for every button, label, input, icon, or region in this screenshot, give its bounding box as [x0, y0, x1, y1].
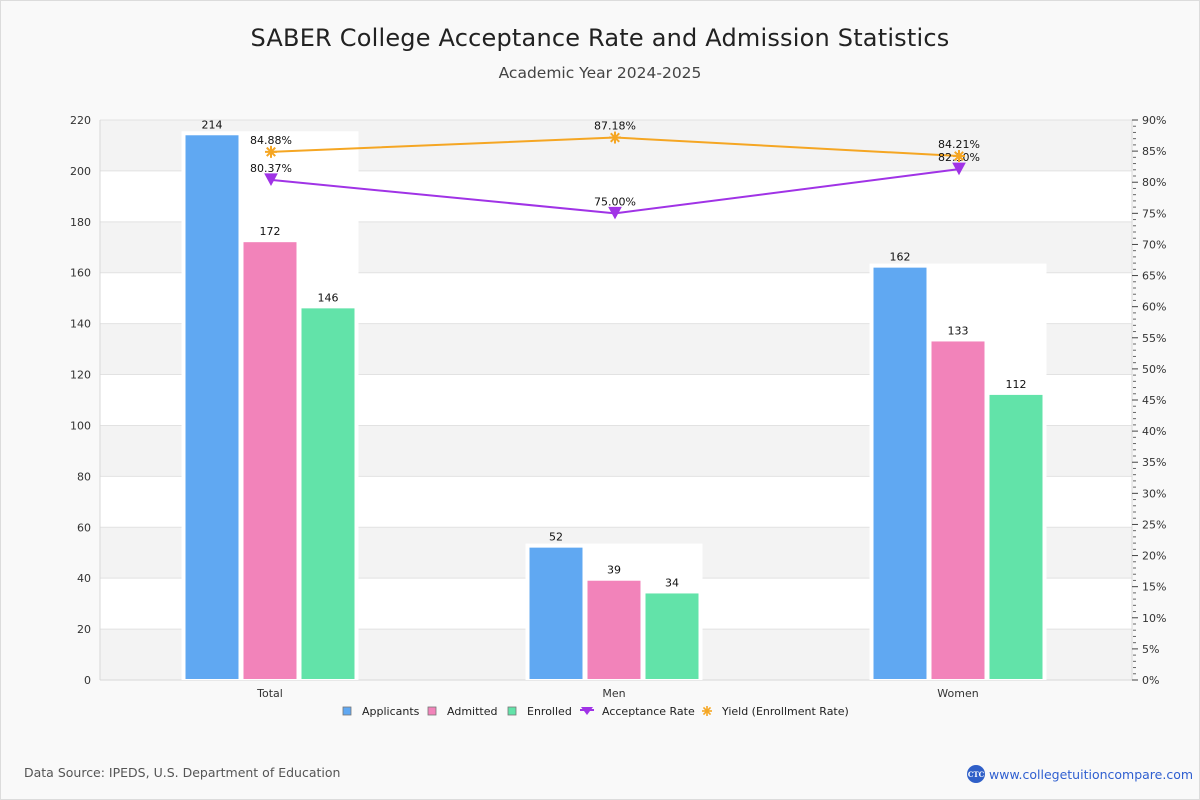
legend-label: Acceptance Rate	[602, 705, 695, 718]
y-right-tick-label: 45%	[1142, 394, 1166, 407]
legend-swatch-icon	[507, 706, 517, 716]
bar-value-label: 146	[318, 291, 339, 304]
asterisk-marker-icon	[265, 145, 277, 158]
legend-label: Admitted	[447, 705, 497, 718]
y-right-tick-label: 50%	[1142, 363, 1166, 376]
brand-link[interactable]: CTC www.collegetuitioncompare.com	[967, 765, 1193, 783]
triangle-down-marker-icon	[608, 206, 622, 220]
bar-enrolled	[989, 394, 1043, 679]
legend-asterisk-icon	[702, 706, 712, 716]
y-left-tick-label: 20	[77, 623, 91, 636]
bar-admitted	[587, 580, 641, 679]
asterisk-marker-icon	[609, 131, 621, 144]
lines: 80.37%75.00%82.10%84.88%87.18%84.21%	[250, 120, 980, 220]
y-right-tick-label: 60%	[1142, 301, 1166, 314]
y-left-tick-label: 80	[77, 470, 91, 483]
y-right-tick-label: 80%	[1142, 176, 1166, 189]
chart-title: SABER College Acceptance Rate and Admiss…	[250, 24, 950, 52]
y-right-tick-label: 40%	[1142, 425, 1166, 438]
legend: Applicants Admitted Enrolled Acceptance Rat…	[342, 705, 849, 718]
line-value-label: 84.88%	[250, 134, 292, 147]
y-right-tick-label: 55%	[1142, 332, 1166, 345]
y-left-tick-label: 180	[70, 216, 91, 229]
bar-value-label: 172	[260, 225, 281, 238]
y-right-tick-label: 20%	[1142, 550, 1166, 563]
y-right-tick-label: 65%	[1142, 270, 1166, 283]
legend-label: Enrolled	[527, 705, 572, 718]
legend-item[interactable]: Enrolled	[507, 705, 572, 718]
y-right-tick-label: 75%	[1142, 207, 1166, 220]
y-right-tick-label: 85%	[1142, 145, 1166, 158]
asterisk-stroke	[954, 151, 964, 161]
legend-swatch-icon	[427, 706, 437, 716]
data-source-text: Data Source: IPEDS, U.S. Department of E…	[24, 765, 341, 780]
y-right-tick-label: 30%	[1142, 487, 1166, 500]
y-left-tick-label: 160	[70, 267, 91, 280]
y-left-tick-label: 220	[70, 114, 91, 127]
y-right-tick-label: 15%	[1142, 581, 1166, 594]
x-category-label: Total	[256, 687, 283, 700]
bars: 214 172 146 52 39 34 162 133 112	[181, 118, 1047, 681]
legend-label: Applicants	[362, 705, 420, 718]
y-left-tick-label: 60	[77, 521, 91, 534]
asterisk-stroke	[702, 706, 712, 716]
legend-item[interactable]: Applicants	[342, 705, 420, 718]
bar-value-label: 52	[549, 531, 563, 544]
bar-value-label: 133	[948, 324, 969, 337]
y-left-tick-label: 40	[77, 572, 91, 585]
bar-applicants	[529, 547, 583, 679]
y-right-tick-label: 70%	[1142, 238, 1166, 251]
legend-item[interactable]: Yield (Enrollment Rate)	[702, 705, 849, 718]
x-category-label: Men	[602, 687, 625, 700]
ctc-logo-icon: CTC	[967, 765, 985, 783]
y-right-tick-label: 5%	[1142, 643, 1159, 656]
bar-applicants	[873, 267, 927, 679]
chart-subtitle: Academic Year 2024-2025	[498, 64, 702, 82]
legend-item[interactable]: Acceptance Rate	[580, 705, 695, 718]
brand-url[interactable]: www.collegetuitioncompare.com	[989, 766, 1194, 782]
y-left-tick-label: 140	[70, 318, 91, 331]
y-right-tick-label: 35%	[1142, 456, 1166, 469]
legend-label: Yield (Enrollment Rate)	[721, 705, 849, 718]
line-value-label: 84.21%	[938, 138, 980, 151]
bar-value-label: 112	[1006, 378, 1027, 391]
axes: 0 20 40 60 80 100 120 140 160 180 200 220 0% 5% 10% 15%…	[70, 114, 1166, 700]
bar-value-label: 214	[202, 118, 223, 131]
line-value-label: 75.00%	[594, 195, 636, 208]
bar-enrolled	[301, 308, 355, 679]
y-right-tick-label: 0%	[1142, 674, 1159, 687]
y-right-tick-label: 10%	[1142, 612, 1166, 625]
legend-item[interactable]: Admitted	[427, 705, 497, 718]
bar-admitted	[243, 242, 297, 679]
y-right-tick-label: 25%	[1142, 518, 1166, 531]
bar-value-label: 162	[890, 251, 911, 264]
asterisk-stroke	[266, 146, 276, 157]
triangle-down-marker-icon	[952, 162, 966, 176]
y-right-tick-label: 90%	[1142, 114, 1166, 127]
y-left-tick-label: 100	[70, 419, 91, 432]
bar-admitted	[931, 341, 985, 679]
asterisk-marker-icon	[953, 150, 965, 163]
bar-enrolled	[645, 593, 699, 679]
legend-swatch-icon	[342, 706, 352, 716]
y-left-tick-label: 120	[70, 369, 91, 382]
y-left-tick-label: 0	[84, 674, 91, 687]
triangle-down-marker-icon	[264, 173, 278, 186]
line-value-label: 87.18%	[594, 120, 636, 133]
asterisk-stroke	[610, 132, 620, 143]
bar-value-label: 34	[665, 576, 679, 589]
x-category-label: Women	[937, 687, 978, 700]
bar-applicants	[185, 135, 239, 680]
bar-value-label: 39	[607, 564, 621, 577]
line-value-label: 80.37%	[250, 162, 292, 175]
y-left-tick-label: 200	[70, 165, 91, 178]
